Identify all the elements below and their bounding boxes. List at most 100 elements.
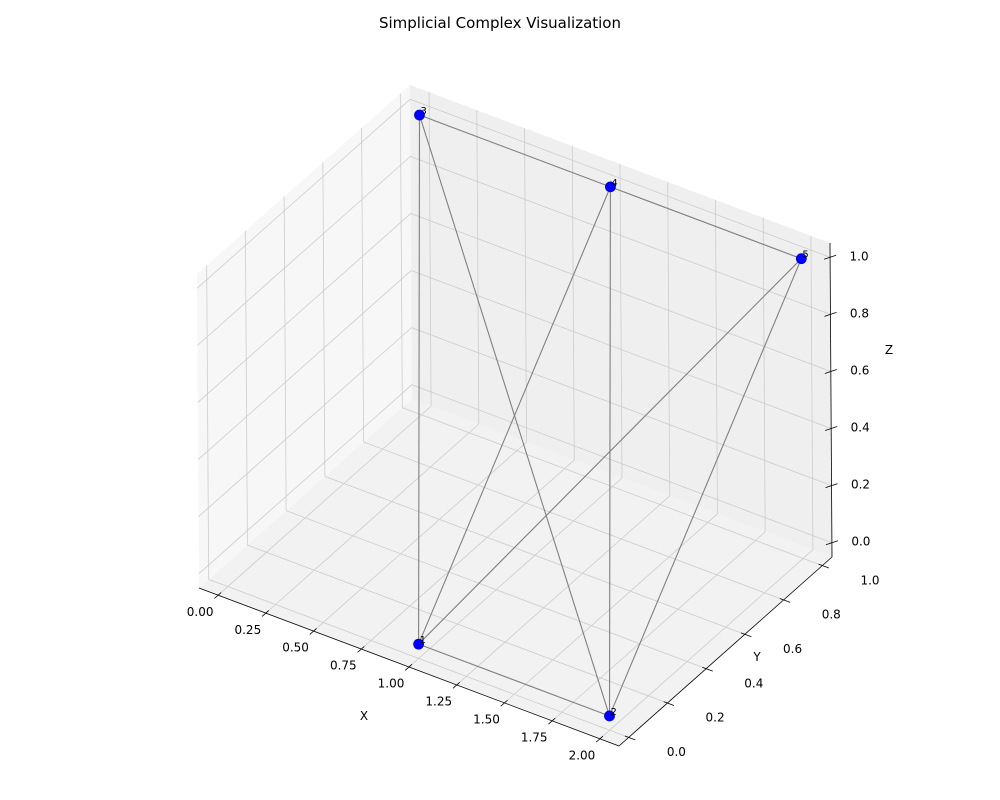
grid-line-x-back	[619, 163, 623, 479]
y-tick-label: 0.8	[822, 608, 841, 622]
y-tick-label: 1.0	[860, 573, 879, 587]
z-axis-line	[829, 242, 833, 558]
grid-line-x-floor	[504, 513, 718, 704]
grid-line-y-floor	[285, 510, 707, 670]
x-tick-mark	[404, 664, 413, 671]
x-tick-label: 1.00	[378, 677, 405, 691]
edge-2-3	[418, 114, 611, 717]
grid-line-z-back	[409, 98, 831, 258]
grid-line-y-left	[283, 196, 287, 511]
x-tick-mark	[500, 699, 508, 707]
z-tick-label: 1.0	[850, 249, 869, 263]
x-tick-mark	[261, 610, 270, 617]
point-label-4: 4	[611, 178, 617, 189]
z-tick-label: 0.0	[851, 535, 870, 549]
grid-line-z-back	[410, 213, 831, 372]
edge-2-5	[608, 258, 802, 717]
edges	[418, 114, 802, 717]
grid-line-y-floor	[402, 407, 823, 566]
grid-line-x-floor	[265, 423, 480, 614]
x-axis-label: X	[360, 709, 368, 723]
z-tick-mark	[824, 311, 837, 317]
x-tick-label: 0.00	[187, 605, 214, 619]
x-tick-mark	[309, 628, 317, 635]
y-axis-label: Y	[752, 650, 761, 664]
y-tick-label: 0.2	[706, 711, 725, 725]
grid-line-x-floor	[456, 495, 670, 686]
point-3	[414, 109, 425, 121]
z-tick-mark	[825, 540, 839, 546]
grid-line-x-back	[476, 110, 480, 425]
z-tick-mark	[825, 483, 838, 489]
left-pane	[197, 85, 412, 588]
grid-line-y-floor	[324, 475, 746, 635]
grid-line-x-back	[524, 128, 527, 443]
y-tick-mark	[663, 701, 675, 706]
edge-3-4	[419, 114, 611, 188]
grid-line-z-left	[197, 270, 412, 460]
y-axis-line	[618, 556, 833, 747]
grid-line-x-floor	[217, 405, 432, 596]
z-tick-label: 0.4	[851, 421, 870, 435]
edge-1-3	[418, 115, 421, 645]
point-label-5: 5	[802, 250, 808, 261]
x-tick-label: 1.50	[473, 713, 500, 727]
z-axis-label: Z	[885, 343, 893, 357]
grid-line-y-floor	[208, 579, 629, 738]
grid-line-z-back	[410, 155, 831, 315]
grid-line-z-back	[411, 270, 832, 429]
grid-line-y-left	[206, 265, 210, 580]
y-tick-mark	[624, 735, 636, 741]
grid-line-z-back	[411, 384, 833, 544]
grid-line-y-floor	[363, 441, 784, 601]
z-tick-label: 0.8	[850, 306, 869, 320]
point-1	[413, 638, 424, 650]
point-2	[604, 710, 615, 722]
chart-title: Simplicial Complex Visualization	[379, 14, 621, 32]
y-tick-mark	[818, 563, 830, 569]
x-tick-mark	[357, 646, 365, 653]
z-tick-label: 0.6	[850, 363, 869, 377]
grid-line-x-back	[428, 92, 432, 407]
y-tick-mark	[779, 598, 791, 603]
grid-line-x-back	[571, 146, 575, 461]
grid-line-z-back	[411, 327, 832, 487]
z-tick-mark	[823, 254, 837, 260]
edge-2-4	[608, 186, 611, 716]
grid-line-x-back	[715, 199, 718, 514]
grid-line-x-floor	[551, 531, 766, 722]
edge-1-2	[418, 643, 610, 717]
grid-line-z-left	[198, 327, 412, 517]
grid-line-y-left	[245, 231, 248, 546]
grid-line-y-left	[361, 127, 364, 442]
point-label-2: 2	[611, 707, 617, 718]
x-tick-mark	[452, 682, 460, 689]
grid-line-x-floor	[599, 549, 814, 740]
point-label-1: 1	[420, 635, 426, 646]
grid-line-z-left	[197, 213, 412, 403]
y-tick-label: 0.4	[744, 676, 763, 690]
grid-line-y-left	[399, 93, 403, 408]
grid-line-y-left	[322, 162, 326, 477]
z-tick-mark	[825, 426, 838, 431]
x-tick-mark	[595, 735, 604, 743]
x-tick-label: 2.00	[569, 748, 596, 762]
x-tick-mark	[548, 717, 556, 725]
point-4	[605, 181, 616, 193]
point-5	[795, 253, 807, 265]
y-tick-mark	[702, 666, 713, 672]
y-tick-label: 0.0	[667, 745, 686, 759]
grid-line-x-back	[667, 181, 671, 496]
x-tick-label: 0.25	[234, 623, 261, 637]
points: 1 2 3 4 5	[413, 106, 809, 722]
y-tick-mark	[740, 632, 752, 638]
grid-line-z-left	[196, 98, 411, 289]
grid-line-z-left	[197, 156, 411, 346]
edge-4-5	[610, 186, 802, 260]
tick-marks: 0.000.250.500.751.001.251.501.752.00 0.00…	[187, 249, 880, 762]
y-tick-label: 0.6	[783, 642, 802, 656]
grid-line-x-floor	[408, 477, 623, 668]
z-tick-label: 0.2	[851, 478, 870, 492]
x-tick-label: 0.50	[282, 641, 309, 655]
